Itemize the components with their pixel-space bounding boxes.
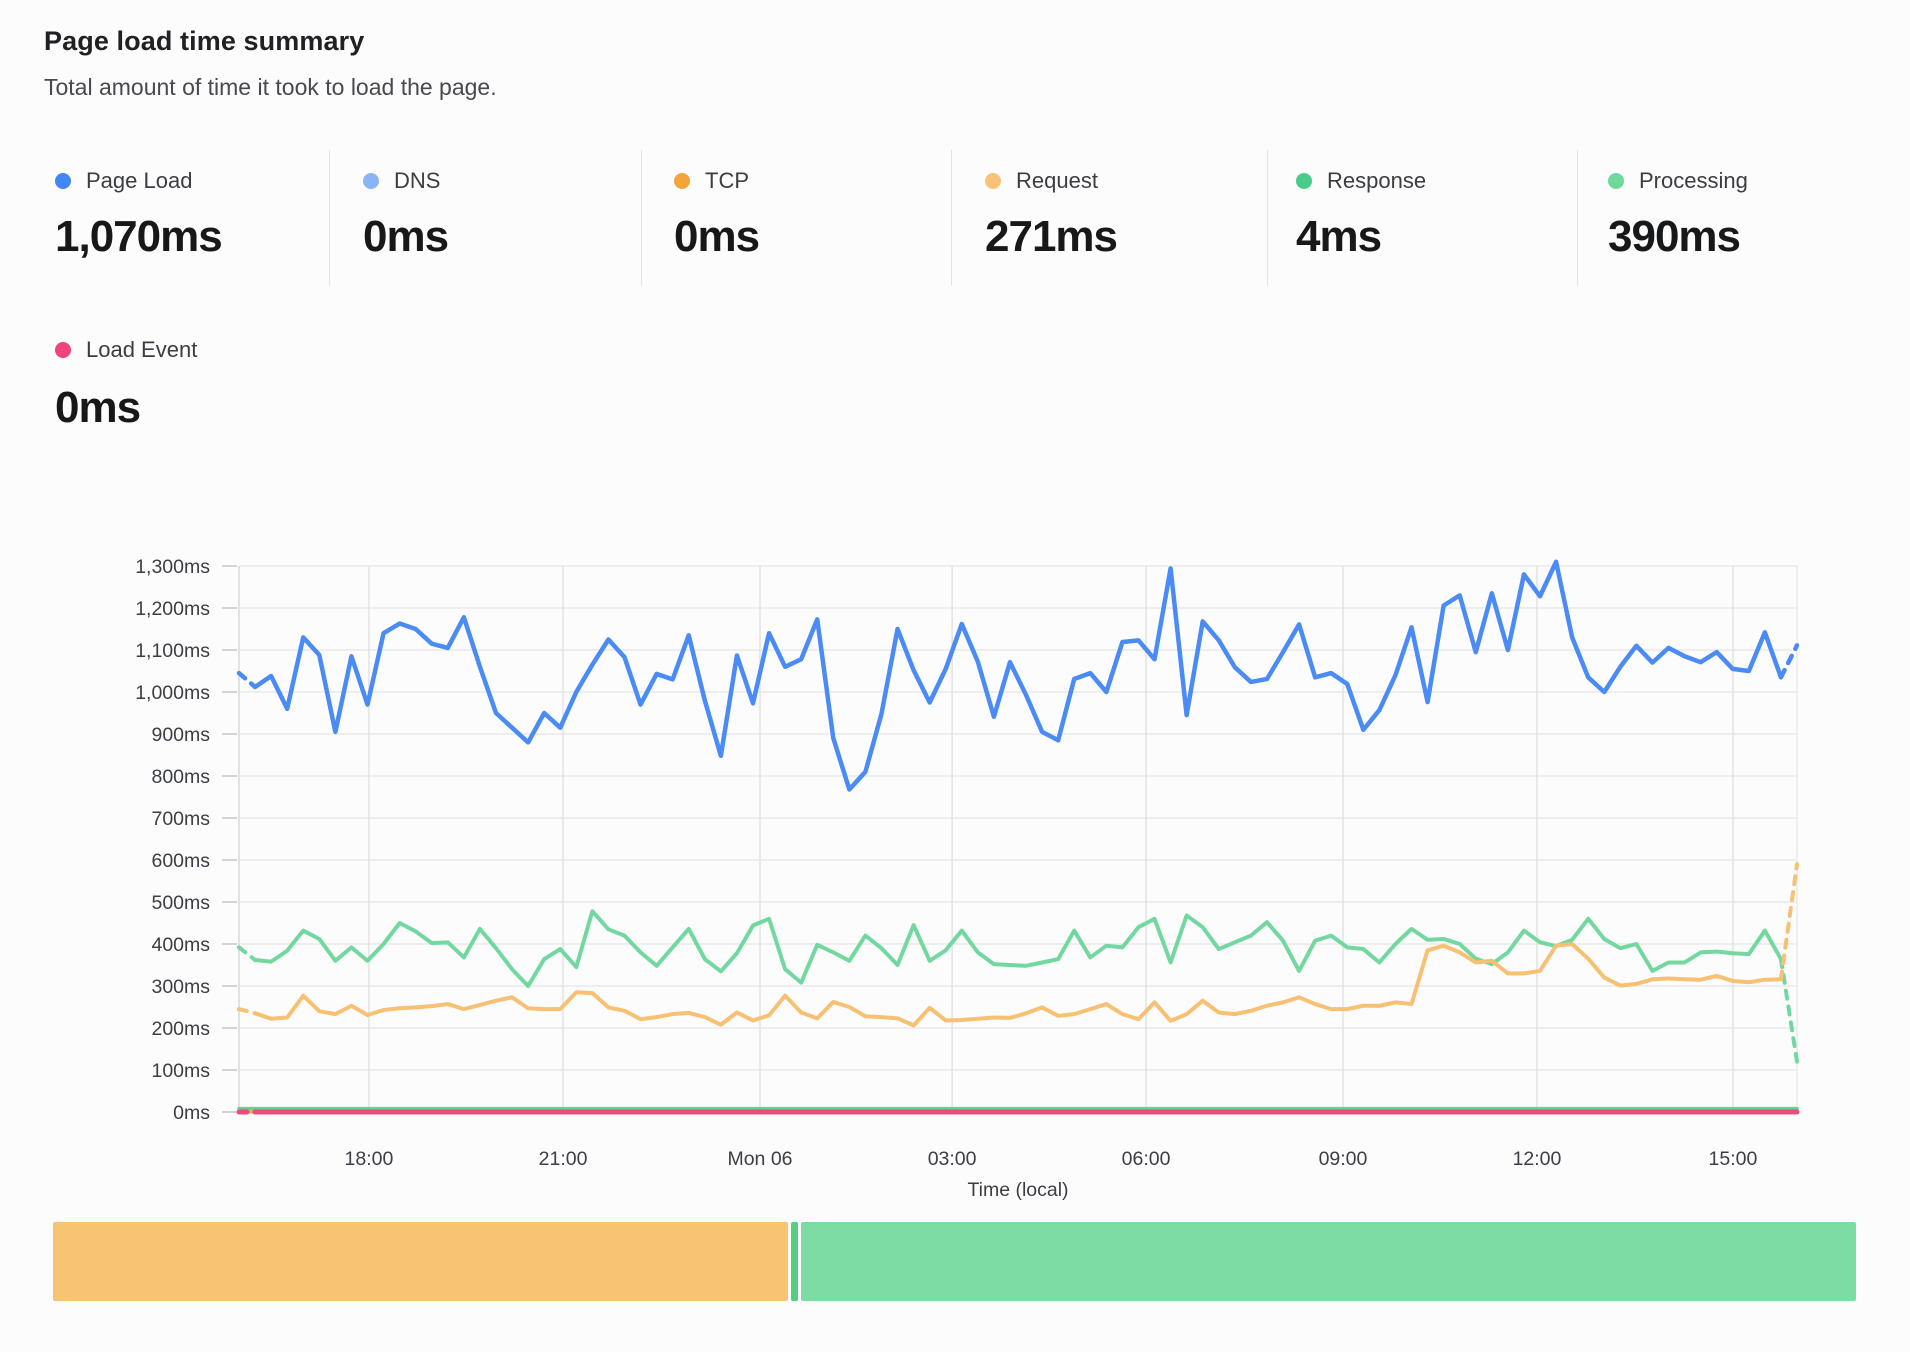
metric-tcp[interactable]: TCP 0ms [674, 166, 760, 261]
dns-label: DNS [394, 168, 441, 193]
metric-divider [1267, 150, 1268, 286]
dns-dot [363, 173, 379, 189]
response-label: Response [1327, 168, 1427, 193]
request-dot [985, 173, 1001, 189]
y-tick-label: 500ms [151, 892, 210, 914]
page-load-value: 1,070ms [55, 212, 223, 261]
y-tick-label: 100ms [151, 1060, 210, 1082]
load-event-value: 0ms [55, 383, 141, 432]
metric-request[interactable]: Request 271ms [985, 166, 1118, 261]
metric-divider [329, 150, 330, 286]
metric-response[interactable]: Response 4ms [1296, 166, 1427, 261]
response-dot [1296, 173, 1312, 189]
processing-span [800, 1222, 1856, 1301]
series-page-load [252, 559, 1784, 792]
tcp-dot [674, 173, 690, 189]
y-tick-label: 300ms [151, 976, 210, 998]
series-processing [253, 909, 1783, 988]
page-load-label: Page Load [86, 168, 193, 193]
x-tick-label: 03:00 [928, 1148, 977, 1170]
request-label: Request [1016, 168, 1098, 193]
series-dash-start [236, 670, 258, 690]
x-axis-title: Time (local) [967, 1179, 1068, 1201]
y-tick-label: 1,200ms [135, 598, 210, 620]
request-value: 271ms [985, 212, 1118, 261]
load-proportion-bar [53, 1222, 1856, 1301]
series-dash-start [237, 945, 258, 962]
y-tick-label: 400ms [151, 934, 210, 956]
load-time-chart[interactable]: 0ms 100ms 200ms 300ms 400ms 500ms 600ms 700ms 80… [0, 430, 1910, 1220]
metric-divider [641, 150, 642, 286]
metric-dns[interactable]: DNS 0ms [363, 166, 449, 261]
processing-label: Processing [1639, 168, 1748, 193]
tcp-value: 0ms [674, 212, 760, 261]
load-event-label: Load Event [86, 337, 198, 362]
page-load-dot [55, 173, 71, 189]
x-tick-label: 18:00 [345, 1148, 394, 1170]
page-subtitle: Total amount of time it took to load the… [44, 74, 497, 100]
x-tick-label: Mon 06 [727, 1148, 792, 1170]
response-value: 4ms [1296, 212, 1382, 261]
x-tick-label: 15:00 [1709, 1148, 1758, 1170]
metric-divider [951, 150, 952, 286]
x-tick-label: 09:00 [1319, 1148, 1368, 1170]
y-tick-label: 900ms [151, 724, 210, 746]
page-title: Page load time summary [44, 26, 365, 56]
series-dash-start [237, 1007, 258, 1016]
y-tick-label: 0ms [173, 1102, 210, 1124]
divider-span [791, 1222, 798, 1301]
series-request [253, 942, 1783, 1028]
processing-value: 390ms [1608, 212, 1741, 261]
metric-processing[interactable]: Processing 390ms [1608, 166, 1748, 261]
x-tick-label: 06:00 [1122, 1148, 1171, 1170]
x-tick-label: 12:00 [1513, 1148, 1562, 1170]
y-tick-label: 600ms [151, 850, 210, 872]
y-tick-label: 1,100ms [135, 640, 210, 662]
series-dash-end [1778, 643, 1800, 680]
metric-load-event[interactable]: Load Event 0ms [55, 335, 198, 432]
processing-dot [1608, 173, 1624, 189]
metric-divider [1577, 150, 1578, 286]
y-tick-label: 200ms [151, 1018, 210, 1040]
y-tick-label: 1,300ms [135, 556, 210, 578]
tcp-label: TCP [705, 168, 749, 193]
y-tick-label: 1,000ms [135, 682, 210, 704]
metric-page-load[interactable]: Page Load 1,070ms [55, 166, 223, 261]
series-dash-end [1778, 862, 1799, 982]
request-span [53, 1222, 789, 1301]
y-tick-label: 800ms [151, 766, 210, 788]
load-event-dot [55, 342, 71, 358]
x-tick-label: 21:00 [539, 1148, 588, 1170]
series-dash-end [1778, 957, 1799, 1064]
dns-value: 0ms [363, 212, 449, 261]
y-tick-label: 700ms [151, 808, 210, 830]
